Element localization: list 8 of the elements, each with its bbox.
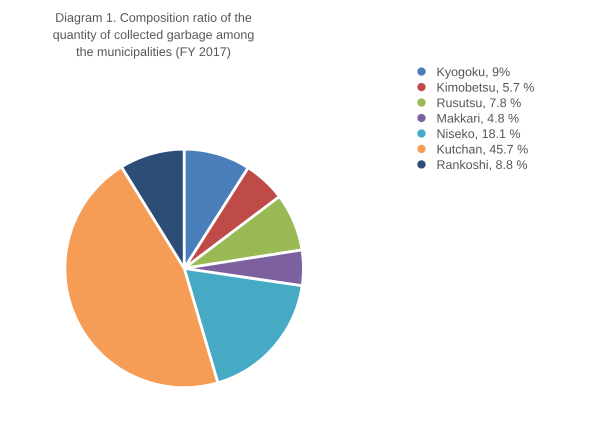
legend-label: Kutchan, 45.7 %: [438, 144, 528, 156]
chart-title: Diagram 1. Composition ratio of the quantity of collected garbage among the municipalities (FY 2017): [53, 12, 254, 59]
legend-label: Niseko, 18.1 %: [438, 128, 520, 140]
legend-label: Makkari, 4.8 %: [438, 113, 519, 124]
legend-label: Rusutsu, 7.8 %: [438, 98, 521, 109]
legend-label: Rankoshi, 8.8 %: [438, 160, 528, 171]
legend-label: Kimobetsu, 5.7 %: [438, 82, 534, 94]
legend-label: Kyogoku, 9%: [438, 67, 510, 79]
